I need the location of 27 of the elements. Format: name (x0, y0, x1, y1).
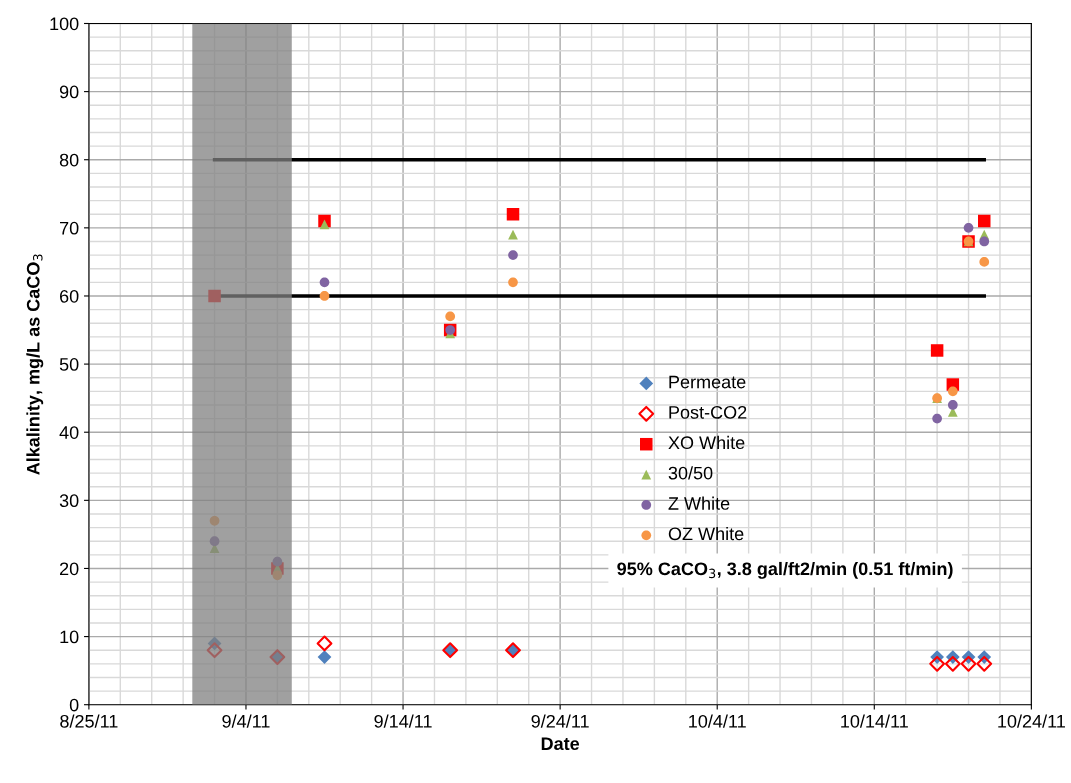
y-tick-label: 50 (59, 358, 79, 371)
legend-label: Z White (668, 496, 730, 510)
y-tick-label: 80 (59, 153, 79, 167)
y-tick-label: 60 (60, 289, 79, 303)
legend-label: Permeate (669, 375, 746, 389)
y-tick-label: 20 (60, 562, 79, 576)
x-tick-label: 10/14/11 (841, 714, 908, 728)
x-tick-label: 8/25/11 (60, 714, 118, 728)
x-tick-label: 9/14/11 (374, 714, 432, 728)
x-axis-title: Date (541, 737, 580, 751)
legend-label: OZ White (668, 526, 744, 541)
legend-label: XO White (668, 435, 745, 450)
legend-label: 30/50 (668, 466, 713, 480)
y-tick-label: 10 (60, 630, 79, 644)
x-tick-label: 9/24/11 (531, 714, 589, 728)
y-tick-label: 0 (69, 698, 79, 712)
legend-label: Post-CO2 (669, 405, 747, 419)
x-tick-label: 10/24/11 (998, 714, 1065, 728)
y-tick-label: 40 (59, 426, 79, 439)
y-tick-label: 100 (50, 17, 79, 31)
y-tick-label: 70 (60, 221, 79, 235)
x-tick-label: 9/4/11 (222, 714, 270, 728)
x-tick-label: 10/4/11 (689, 714, 746, 728)
y-tick-label: 30 (59, 494, 79, 508)
annotation: 95% CaCO$_{3}$, 3.8 gal/ft2/min (0.51 ft/min) (617, 561, 953, 579)
y-tick-label: 90 (59, 85, 79, 99)
y-axis-title: Alkalinity, mg/L as CaCO$_{3}$ (26, 254, 44, 475)
